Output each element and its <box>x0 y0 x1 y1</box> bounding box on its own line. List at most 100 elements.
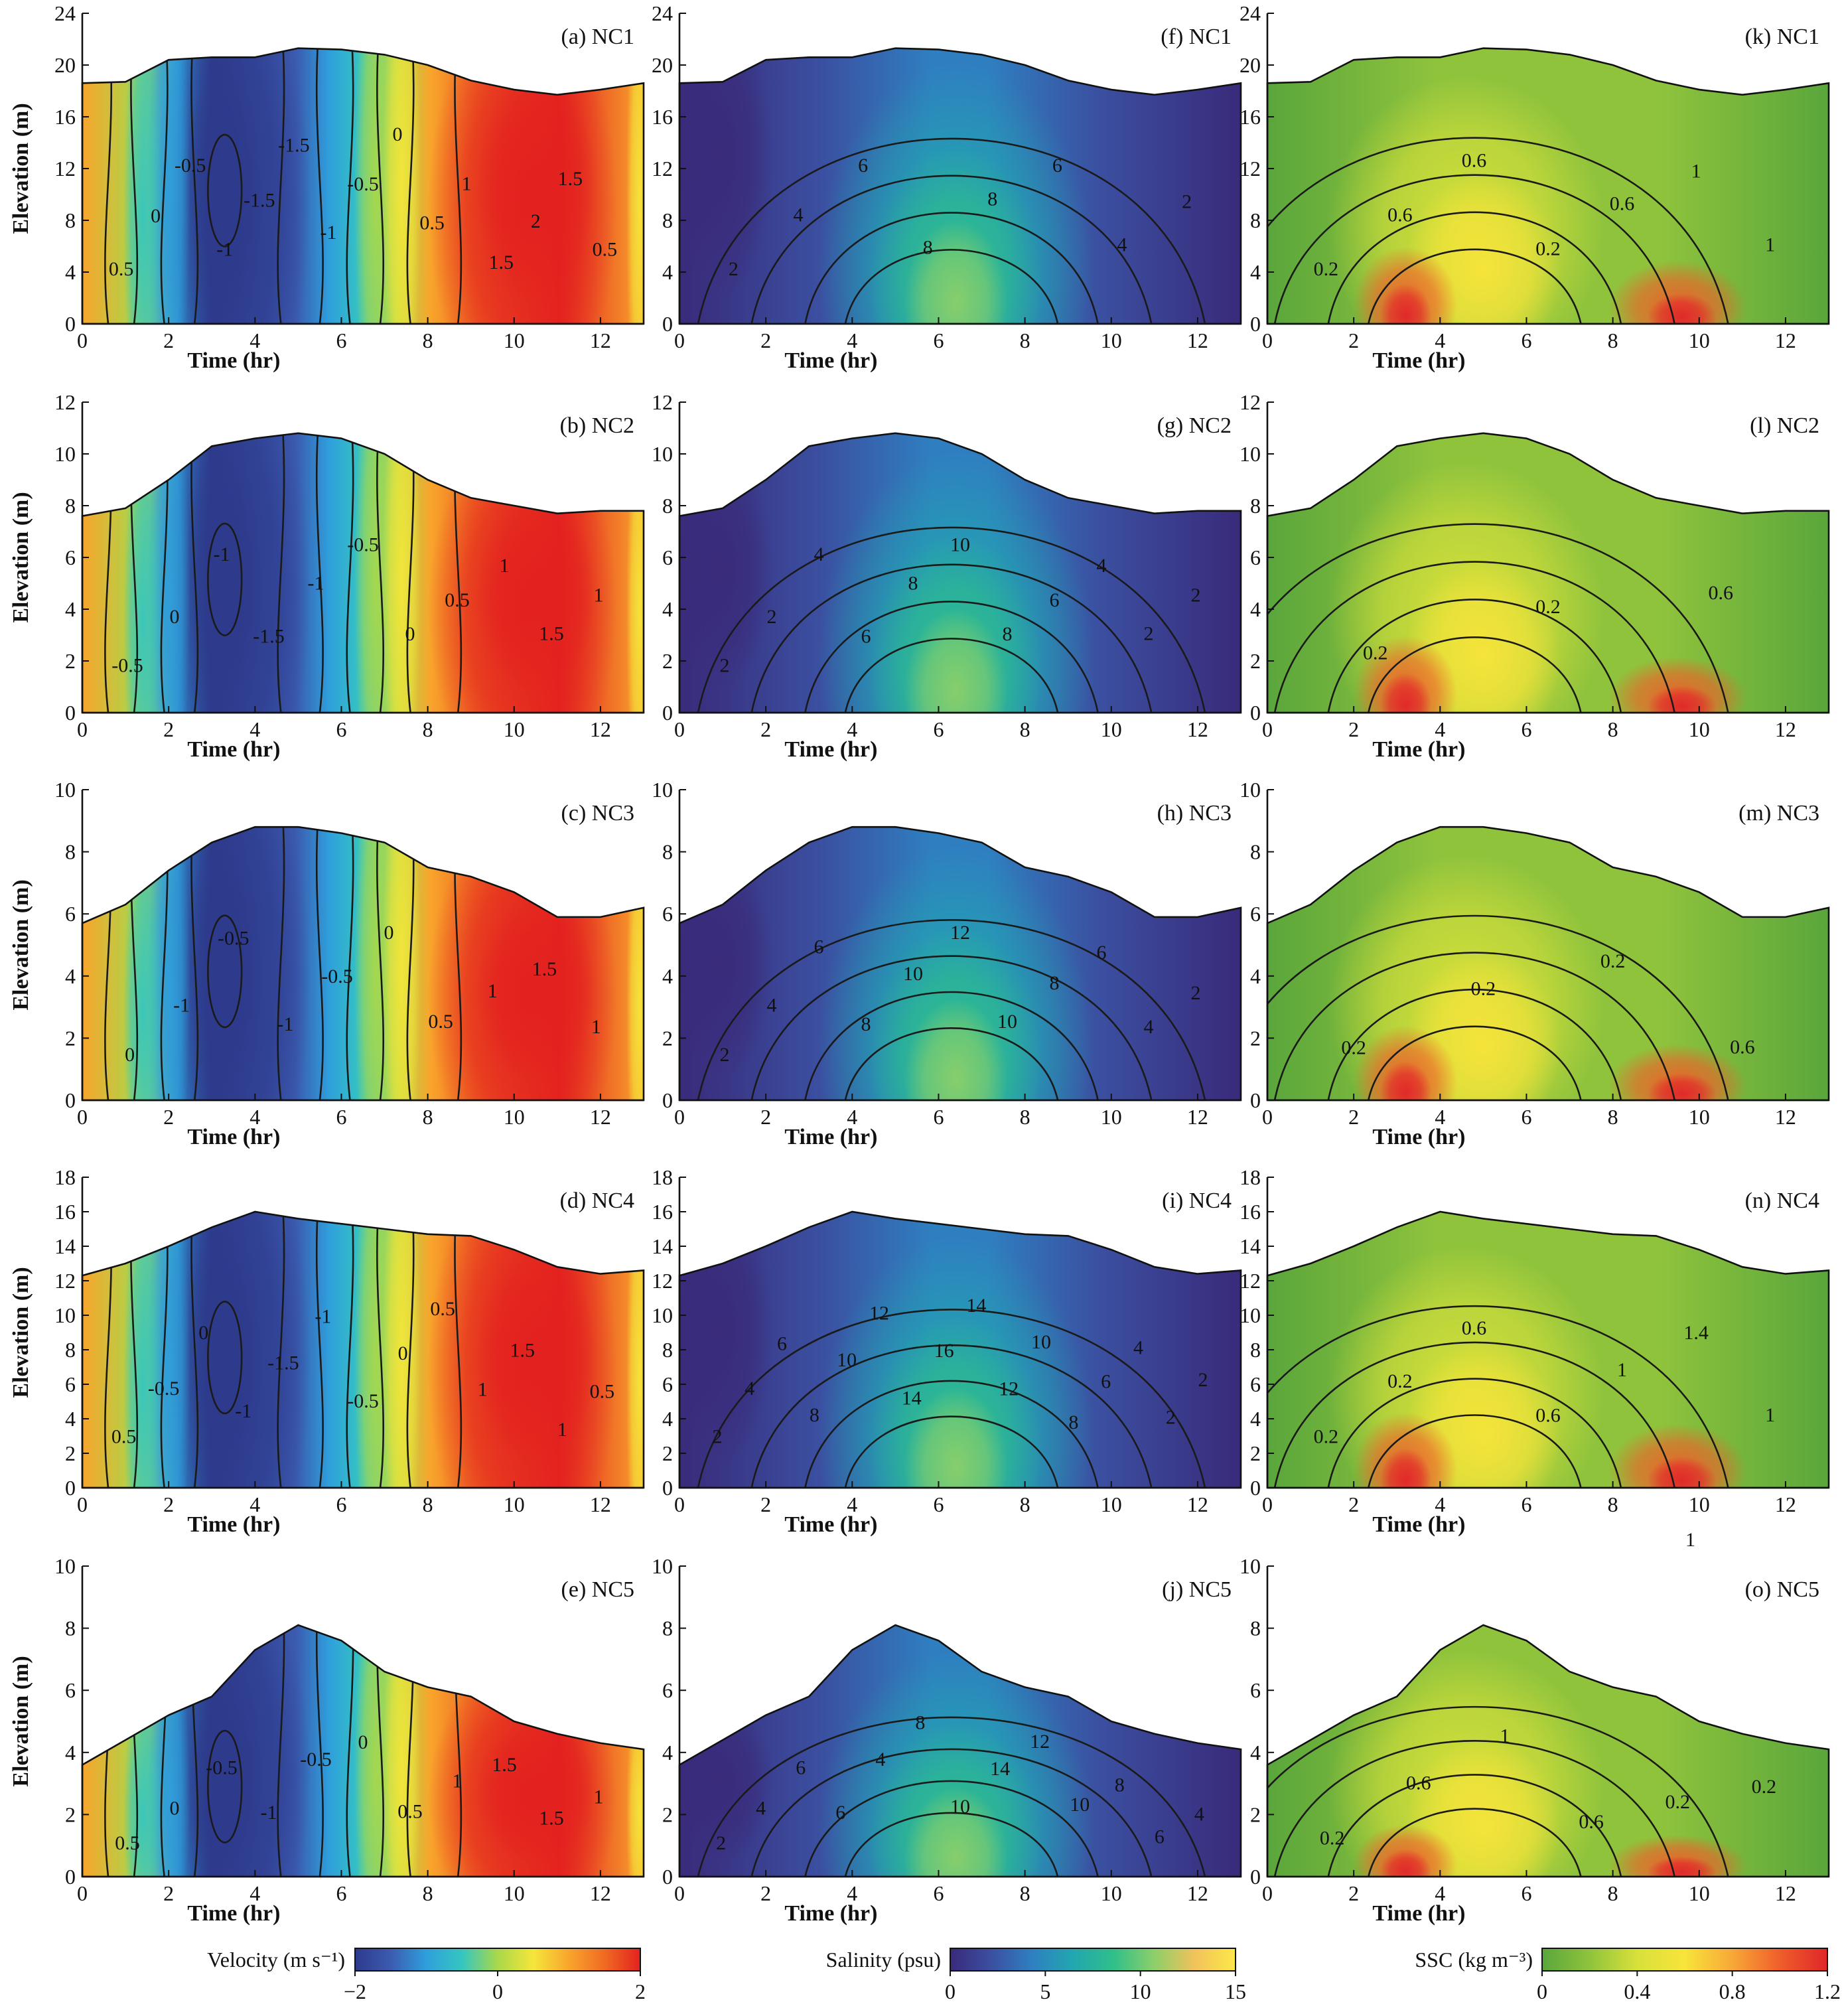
y-tick-label: 24 <box>652 1 673 25</box>
colorbar-tick-label: 15 <box>1225 1980 1246 2003</box>
y-tick-label: 0 <box>65 1088 76 1112</box>
water-surface-line <box>678 1624 1242 1878</box>
contour-line <box>844 249 1059 324</box>
y-tick-label: 20 <box>54 53 76 77</box>
contour-line <box>697 526 1206 713</box>
contour-line <box>346 433 354 713</box>
y-tick-label: 4 <box>65 597 76 621</box>
x-tick-label: 2 <box>760 1492 771 1516</box>
contour-label: 0.5 <box>445 589 470 611</box>
contour-label: 0.2 <box>1387 1370 1413 1392</box>
x-axis-label: Time (hr) <box>1372 737 1465 762</box>
contour-label: 1 <box>557 1419 567 1441</box>
contour-label: 0 <box>358 1731 368 1753</box>
contour-line <box>1327 599 1622 713</box>
x-tick-label: 4 <box>1435 328 1445 352</box>
y-tick-label: 4 <box>65 964 76 988</box>
contour-line <box>804 1380 1099 1488</box>
contour-label: 4 <box>1194 1803 1204 1825</box>
x-axis-label: Time (hr) <box>187 348 280 373</box>
contour-label: 1 <box>1691 160 1701 182</box>
contour-label: 8 <box>915 1712 925 1734</box>
colorbar-gradient <box>950 1948 1236 1972</box>
contour-label: 6 <box>1155 1826 1165 1847</box>
y-tick-label: 6 <box>662 902 673 926</box>
contour-label: 0.2 <box>1320 1827 1345 1849</box>
x-tick-label: 10 <box>1101 1492 1122 1516</box>
contour-line <box>1267 137 1729 324</box>
contour-label: 0.5 <box>109 258 134 280</box>
fill-region <box>123 433 163 713</box>
contour-panel: 2 2 4 6 8 10 8 6 4 2 2 (g) NC2 0 2 4 6 8 10 12 Time (hr) 0 2 4… <box>652 390 1242 762</box>
y-tick-label: 4 <box>662 964 673 988</box>
y-tick-label: 12 <box>1240 157 1261 180</box>
contour-label: 6 <box>796 1757 806 1778</box>
contour-label: 1.5 <box>539 1807 564 1829</box>
x-tick-label: 0 <box>77 1881 88 1905</box>
contour-lines <box>1267 914 1729 1100</box>
contour-label: 0 <box>125 1044 135 1066</box>
panel-title: (a) NC1 <box>561 25 634 49</box>
y-tick-label: 8 <box>1250 1338 1261 1362</box>
x-tick-label: 6 <box>336 1105 346 1129</box>
contour-label: 0.5 <box>593 239 618 261</box>
contour-label: 6 <box>858 155 868 177</box>
fill-region <box>475 899 597 1082</box>
y-tick-label: 16 <box>652 1200 673 1224</box>
contour-fill <box>679 827 1241 1100</box>
fill-region <box>475 493 597 693</box>
x-tick-label: 8 <box>1608 328 1618 352</box>
contour-label: 4 <box>756 1797 766 1819</box>
y-tick-label: 6 <box>1250 1678 1261 1702</box>
water-surface-line <box>678 432 1242 714</box>
y-tick-label: 4 <box>662 260 673 284</box>
panel-title: (f) NC1 <box>1161 25 1232 49</box>
contour-label: 1 <box>452 1770 462 1792</box>
contour-line <box>1327 1774 1622 1877</box>
colorbar-tick-label: 0.8 <box>1719 1980 1746 2003</box>
colorbar: Velocity (m s⁻¹) −2 0 2 <box>207 1948 646 2003</box>
y-tick-label: 10 <box>54 442 76 466</box>
x-tick-label: 10 <box>504 1105 525 1129</box>
x-tick-label: 10 <box>504 1881 525 1905</box>
x-tick-label: 6 <box>1521 1492 1531 1516</box>
y-tick-label: 2 <box>65 1026 76 1050</box>
y-tick-label: 2 <box>65 649 76 673</box>
y-tick-label: 18 <box>652 1165 673 1189</box>
x-tick-label: 0 <box>1262 1492 1273 1516</box>
y-tick-label: 6 <box>65 902 76 926</box>
contour-line <box>1273 952 1675 1100</box>
contour-label: 0.6 <box>1462 149 1487 171</box>
contour-label: 1.5 <box>539 622 564 644</box>
contour-fill <box>1267 433 1829 713</box>
x-tick-label: 2 <box>163 1105 174 1129</box>
panel-title: (d) NC4 <box>560 1188 634 1213</box>
y-tick-label: 10 <box>652 442 673 466</box>
fill-region <box>382 433 421 713</box>
contour-label: 0 <box>384 922 394 944</box>
fill-region <box>1647 685 1717 713</box>
contour-label: -0.5 <box>347 1390 379 1412</box>
contour-line <box>1368 1025 1582 1100</box>
y-tick-label: 2 <box>65 1802 76 1826</box>
x-tick-label: 2 <box>1348 717 1359 741</box>
contour-line <box>804 601 1099 713</box>
y-tick-label: 24 <box>54 1 76 25</box>
x-axis-label: Time (hr) <box>187 737 280 762</box>
contour-label: 1 <box>499 555 509 577</box>
y-tick-label: 8 <box>662 494 673 518</box>
contour-label: 8 <box>1002 623 1012 645</box>
y-tick-label: 0 <box>662 1088 673 1112</box>
contour-lines <box>697 919 1206 1100</box>
panel-title: (i) NC4 <box>1162 1188 1232 1213</box>
contour-lines <box>697 1716 1206 1877</box>
contour-label: -1 <box>277 1013 293 1035</box>
contour-line <box>406 1624 415 1877</box>
y-tick-label: 0 <box>65 1865 76 1889</box>
contour-label: 1 <box>1765 1404 1775 1426</box>
x-tick-label: 8 <box>423 1492 433 1516</box>
y-tick-label: 0 <box>662 701 673 725</box>
contour-label: 1.5 <box>492 1754 517 1776</box>
y-tick-label: 12 <box>1240 1269 1261 1293</box>
